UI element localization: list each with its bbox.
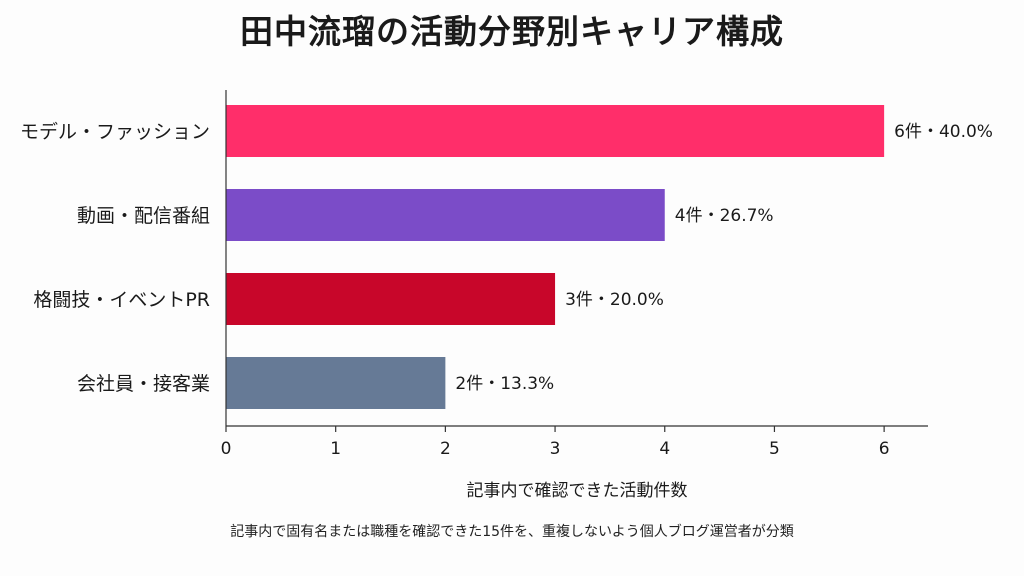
data-label: 3件・20.0% xyxy=(565,290,664,310)
data-label: 2件・13.3% xyxy=(455,374,554,394)
bar xyxy=(226,273,556,325)
bar xyxy=(226,105,885,157)
x-tick-label: 4 xyxy=(659,439,670,459)
chart-footnote: 記事内で固有名または職種を確認できた15件を、重複しないよう個人ブログ運営者が分… xyxy=(230,524,794,540)
data-label: 4件・26.7% xyxy=(675,206,774,226)
category-label: 格闘技・イベントPR xyxy=(33,289,210,311)
bar xyxy=(226,189,665,241)
x-tick-label: 6 xyxy=(879,439,890,459)
category-label: 会社員・接客業 xyxy=(77,373,210,395)
x-tick-label: 0 xyxy=(221,439,232,459)
x-axis-label: 記事内で確認できた活動件数 xyxy=(466,481,688,501)
category-label: モデル・ファッション xyxy=(20,121,210,143)
x-tick-label: 5 xyxy=(769,439,780,459)
x-tick-label: 2 xyxy=(440,439,451,459)
category-label: 動画・配信番組 xyxy=(77,205,210,227)
chart-title: 田中流瑠の活動分野別キャリア構成 xyxy=(240,12,784,51)
data-label: 6件・40.0% xyxy=(894,122,993,142)
x-tick-label: 3 xyxy=(550,439,561,459)
x-tick-label: 1 xyxy=(330,439,341,459)
bar xyxy=(226,357,446,409)
